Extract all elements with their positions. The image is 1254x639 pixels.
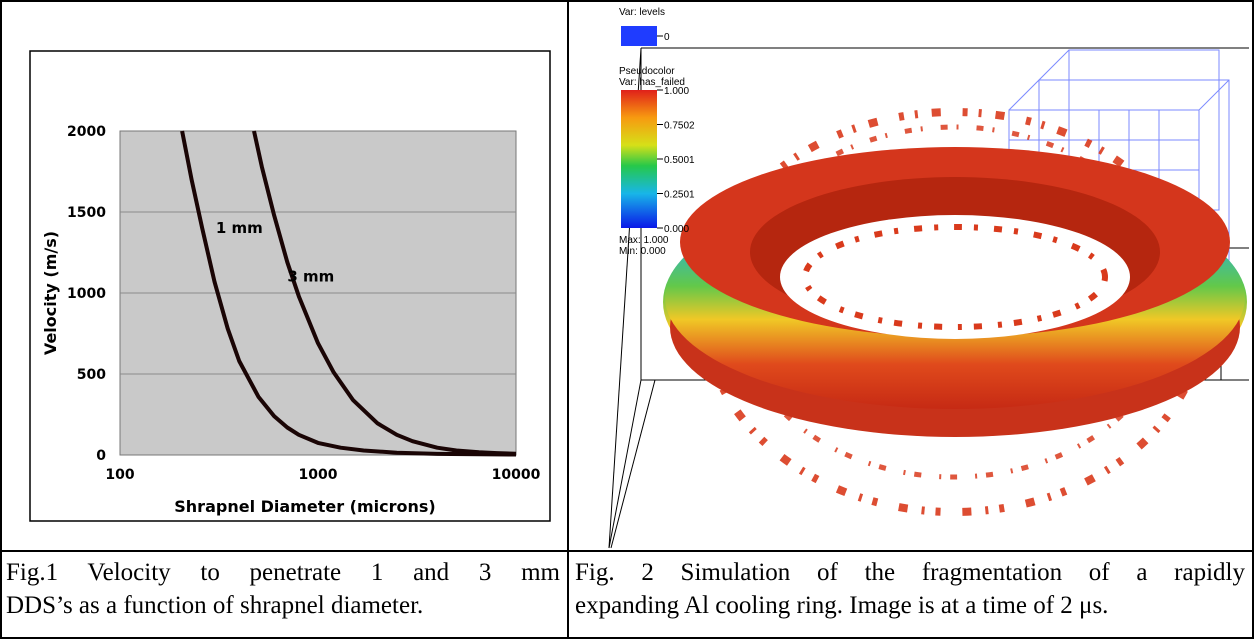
x-axis-label: Shrapnel Diameter (microns) <box>174 497 435 516</box>
legend-tick-label: 0.7502 <box>664 121 695 132</box>
levels-var-label: Var: levels <box>619 7 665 18</box>
table-col-divider <box>567 0 569 639</box>
series-lines <box>180 130 517 457</box>
table-bottom-border <box>0 637 1254 639</box>
table-left-border <box>0 0 2 639</box>
y-tick-label: 1500 <box>67 205 106 221</box>
fig1-caption: Fig.1 Velocity to penetrate 1 and 3 mm D… <box>6 556 560 622</box>
series-line-3mm <box>252 130 517 456</box>
y-tick-label: 0 <box>96 448 106 464</box>
legend-tick-label: 0.000 <box>664 224 689 235</box>
min-label: Min: 0.000 <box>619 246 666 257</box>
fig2-caption-line1: Fig. 2 Simulation of the fragmentation o… <box>575 559 1245 586</box>
gridlines <box>120 211 516 375</box>
levels-value: 0 <box>664 32 670 43</box>
fig2-caption: Fig. 2 Simulation of the fragmentation o… <box>575 556 1245 622</box>
x-tick-label: 100 <box>105 467 134 483</box>
table-row-divider <box>0 550 1254 552</box>
y-tick-label: 500 <box>77 367 106 383</box>
y-tick-labels: 0 500 1000 1500 2000 <box>67 124 106 464</box>
pseudocolor-ticks: 1.000 0.7502 0.5001 0.2501 0.000 <box>657 86 695 235</box>
y-tick-label: 1000 <box>67 286 106 302</box>
table-top-border <box>0 0 1254 2</box>
fig1-caption-line1: Fig.1 Velocity to penetrate 1 and 3 mm <box>6 559 560 586</box>
max-label: Max: 1.000 <box>619 235 669 246</box>
legend-tick-label: 0.2501 <box>664 190 695 201</box>
series-label-3mm: 3 mm <box>287 268 334 286</box>
series-label-1mm: 1 mm <box>216 219 263 237</box>
ring-hole-fragments <box>802 224 1108 330</box>
has-failed-var-label: Var: has_failed <box>619 77 685 88</box>
ring-hole <box>780 215 1130 339</box>
y-tick-label: 2000 <box>67 124 106 140</box>
levels-swatch <box>621 26 657 46</box>
table-right-border <box>1252 0 1254 639</box>
fig2-caption-line2: expanding Al cooling ring. Image is at a… <box>575 592 1109 619</box>
legend-tick-label: 0.5001 <box>664 155 695 166</box>
x-tick-label: 1000 <box>299 467 338 483</box>
series-line-1mm <box>180 130 517 457</box>
fig1-caption-line2: DDS’s as a function of shrapnel diameter… <box>6 592 424 619</box>
y-axis-label: Velocity (m/s) <box>41 231 60 355</box>
pseudocolor-label: Pseudocolor <box>619 66 675 77</box>
legend-tick-label: 1.000 <box>664 86 689 97</box>
x-tick-labels: 100 1000 10000 <box>105 467 540 483</box>
x-tick-label: 10000 <box>492 467 541 483</box>
pseudocolor-bar <box>621 90 657 228</box>
simulation-image: Var: levels 0 Pseudocolor Var: has_faile… <box>608 7 1249 549</box>
